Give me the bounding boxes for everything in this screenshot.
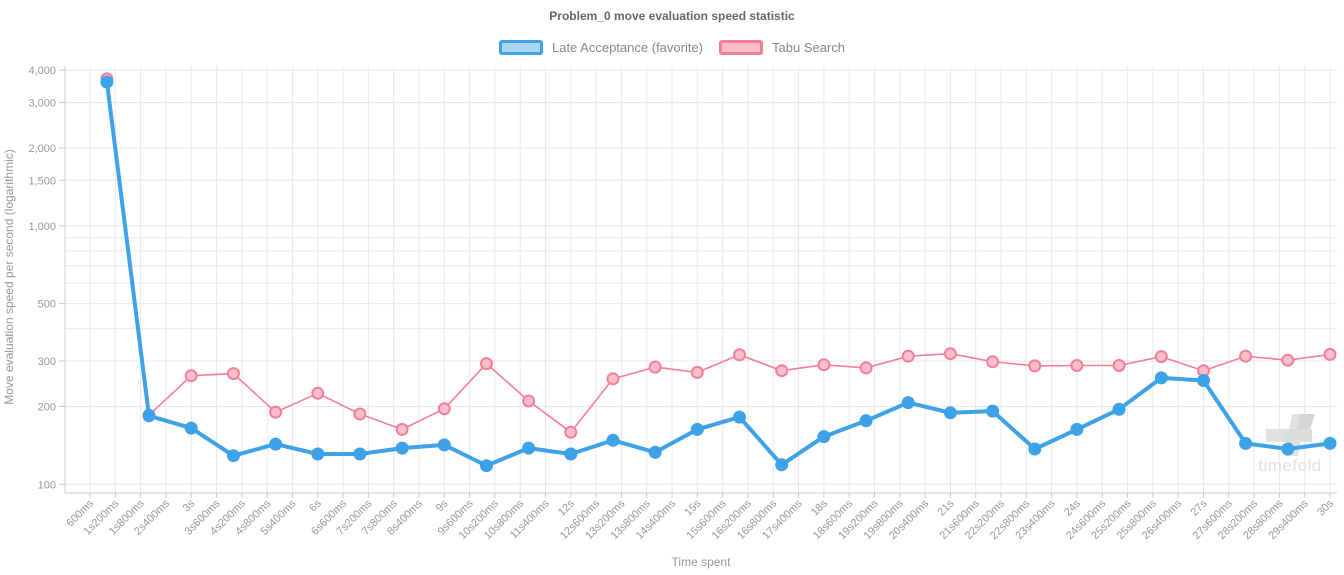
series-point-late-acceptance[interactable] bbox=[775, 458, 789, 472]
series-point-late-acceptance[interactable] bbox=[733, 410, 746, 424]
legend-label-late-acceptance: Late Acceptance (favorite) bbox=[551, 40, 704, 55]
series-point-late-acceptance[interactable] bbox=[690, 422, 704, 436]
series-point-tabu-search[interactable] bbox=[184, 369, 198, 383]
series-point-late-acceptance[interactable] bbox=[1239, 436, 1253, 450]
series-point-tabu-search[interactable] bbox=[690, 365, 704, 379]
series-point-late-acceptance[interactable] bbox=[648, 445, 662, 459]
x-tick-label: 9s bbox=[434, 497, 451, 514]
series-point-late-acceptance[interactable] bbox=[395, 441, 409, 455]
y-tick-label: 4,000 bbox=[28, 65, 56, 77]
y-tick-label: 1,000 bbox=[28, 221, 56, 233]
x-tick-label: 15s bbox=[682, 497, 703, 518]
legend-swatch-tabu-search bbox=[719, 40, 764, 55]
legend-label-tabu-search: Tabu Search bbox=[772, 40, 846, 55]
x-tick-label: 27s bbox=[1189, 497, 1210, 518]
series-point-tabu-search[interactable] bbox=[733, 348, 746, 362]
watermark-logo-shape bbox=[1266, 429, 1286, 442]
series-point-late-acceptance[interactable] bbox=[943, 406, 957, 420]
y-tick-label: 200 bbox=[38, 401, 56, 413]
series-point-late-acceptance[interactable] bbox=[100, 75, 114, 89]
series-point-tabu-search[interactable] bbox=[564, 425, 578, 439]
y-axis-title: Move evaluation speed per second (logari… bbox=[2, 149, 16, 404]
series-line-tabu-search bbox=[106, 78, 1331, 433]
x-tick-label: 12s bbox=[556, 497, 577, 518]
y-tick-label: 3,000 bbox=[28, 97, 56, 109]
series-point-late-acceptance[interactable] bbox=[859, 414, 873, 428]
series-point-late-acceptance[interactable] bbox=[226, 449, 240, 463]
y-tick-label: 1,500 bbox=[28, 175, 56, 187]
watermark-logo-shape bbox=[1283, 429, 1312, 442]
series-point-tabu-search[interactable] bbox=[437, 402, 451, 416]
y-tick-label: 300 bbox=[38, 356, 56, 368]
chart-title: Problem_0 move evaluation speed statisti… bbox=[549, 9, 795, 23]
series-point-tabu-search[interactable] bbox=[986, 355, 1000, 369]
series-point-late-acceptance[interactable] bbox=[1197, 374, 1210, 387]
series-point-tabu-search[interactable] bbox=[817, 358, 831, 372]
series-point-late-acceptance[interactable] bbox=[1154, 371, 1168, 385]
series-point-late-acceptance[interactable] bbox=[269, 437, 283, 451]
legend-item-late-acceptance[interactable]: Late Acceptance (favorite) bbox=[498, 40, 704, 55]
watermark-text: timefold bbox=[1258, 456, 1322, 475]
y-tick-label: 2,000 bbox=[28, 143, 56, 155]
series-point-tabu-search[interactable] bbox=[943, 347, 957, 361]
series-point-late-acceptance[interactable] bbox=[522, 441, 536, 455]
series-point-tabu-search[interactable] bbox=[859, 361, 873, 375]
x-tick-label: 3s bbox=[181, 497, 198, 514]
series-point-tabu-search[interactable] bbox=[775, 364, 789, 378]
series-point-tabu-search[interactable] bbox=[1281, 353, 1295, 367]
x-tick-label: 6s bbox=[307, 497, 324, 514]
series-point-late-acceptance[interactable] bbox=[1323, 436, 1337, 450]
series-point-tabu-search[interactable] bbox=[1028, 359, 1042, 373]
chart-legend: Late Acceptance (favorite) Tabu Search bbox=[0, 40, 1344, 55]
y-tick-label: 500 bbox=[38, 299, 56, 311]
series-point-late-acceptance[interactable] bbox=[1281, 442, 1295, 456]
series-point-tabu-search[interactable] bbox=[311, 386, 325, 400]
series-point-late-acceptance[interactable] bbox=[817, 430, 831, 444]
series-point-late-acceptance[interactable] bbox=[142, 409, 156, 423]
series-point-tabu-search[interactable] bbox=[353, 407, 367, 421]
series-point-late-acceptance[interactable] bbox=[437, 438, 451, 452]
series-point-late-acceptance[interactable] bbox=[986, 404, 1000, 418]
series-point-tabu-search[interactable] bbox=[1323, 347, 1337, 361]
y-tick-label: 100 bbox=[38, 479, 56, 491]
series-point-late-acceptance[interactable] bbox=[901, 396, 915, 410]
series-point-tabu-search[interactable] bbox=[1239, 349, 1253, 363]
series-point-tabu-search[interactable] bbox=[395, 422, 409, 436]
series-point-tabu-search[interactable] bbox=[226, 367, 240, 381]
series-line-late-acceptance bbox=[104, 80, 1332, 468]
series-point-tabu-search[interactable] bbox=[522, 394, 536, 408]
legend-swatch-late-acceptance bbox=[498, 40, 543, 55]
x-tick-label: 18s bbox=[809, 497, 830, 518]
series-point-tabu-search[interactable] bbox=[1112, 359, 1126, 372]
series-point-tabu-search[interactable] bbox=[1070, 359, 1084, 372]
series-point-tabu-search[interactable] bbox=[901, 349, 915, 363]
series-point-late-acceptance[interactable] bbox=[606, 433, 620, 447]
series-point-tabu-search[interactable] bbox=[269, 405, 283, 419]
x-axis-title: Time spent bbox=[672, 555, 732, 569]
series-point-late-acceptance[interactable] bbox=[480, 459, 493, 473]
series-point-late-acceptance[interactable] bbox=[1070, 422, 1084, 436]
series-point-tabu-search[interactable] bbox=[606, 372, 620, 386]
x-tick-label: 24s bbox=[1062, 497, 1083, 518]
series-point-tabu-search[interactable] bbox=[480, 357, 493, 371]
series-point-late-acceptance[interactable] bbox=[564, 447, 578, 461]
x-tick-label: 30s bbox=[1315, 497, 1336, 518]
series-point-late-acceptance[interactable] bbox=[1028, 442, 1042, 456]
series-point-late-acceptance[interactable] bbox=[311, 447, 325, 461]
series-point-tabu-search[interactable] bbox=[1154, 350, 1168, 364]
series-point-tabu-search[interactable] bbox=[648, 360, 662, 374]
series-point-late-acceptance[interactable] bbox=[353, 447, 367, 461]
legend-item-tabu-search[interactable]: Tabu Search bbox=[719, 40, 845, 55]
series-point-late-acceptance[interactable] bbox=[1112, 402, 1126, 416]
x-tick-label: 21s bbox=[935, 497, 956, 518]
series-point-late-acceptance[interactable] bbox=[184, 421, 198, 435]
